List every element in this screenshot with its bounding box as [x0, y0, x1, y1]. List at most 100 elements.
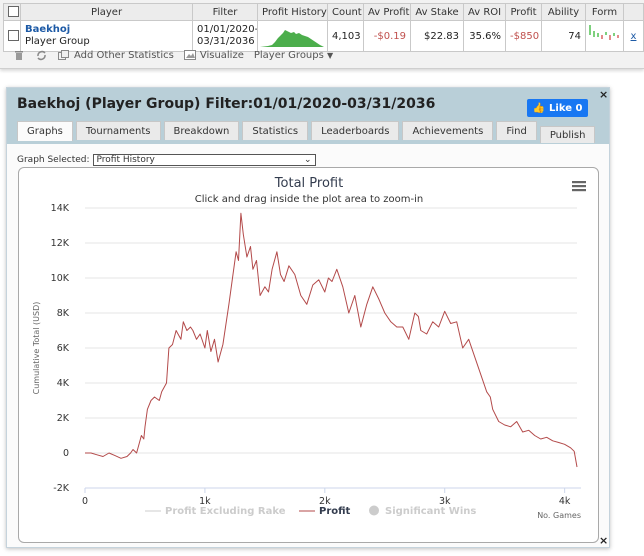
column-header-av-profit[interactable]: Av Profit [363, 3, 411, 21]
refresh-icon[interactable] [36, 50, 47, 61]
player-type: Player Group [25, 36, 90, 47]
y-tick-label: -2K [53, 483, 69, 494]
x-axis-title: No. Games [537, 511, 581, 520]
form-chart[interactable] [586, 21, 624, 48]
y-tick-label: 8K [57, 308, 70, 319]
tab-breakdown[interactable]: Breakdown [163, 121, 240, 140]
panel-header: Baekhoj (Player Group) Filter:01/01/2020… [7, 88, 609, 144]
profit-chart[interactable]: Total Profit Click and drag inside the pl… [19, 168, 600, 544]
profit-history-cell [257, 20, 328, 52]
column-header-count[interactable]: Count [327, 3, 364, 21]
graph-panel: Baekhoj (Player Group) Filter:01/01/2020… [6, 87, 610, 548]
column-header-remove [623, 3, 644, 21]
y-tick-label: 12K [51, 238, 70, 249]
legend-item-profit[interactable]: Profit [319, 506, 351, 517]
legend-symbol-significant-wins[interactable] [369, 505, 379, 516]
x-tick-label: 0 [82, 496, 88, 507]
column-header-profit[interactable]: Profit [505, 3, 542, 21]
form-bar [597, 33, 599, 37]
column-header-player[interactable]: Player [20, 3, 193, 21]
x-tick-label: 1k [199, 496, 211, 507]
add-other-statistics-button[interactable]: Add Other Statistics [74, 50, 174, 61]
graph-select-dropdown[interactable]: Profit History ⌄ [92, 154, 316, 166]
y-tick-label: 6K [57, 343, 70, 354]
av-stake-cell: $22.83 [410, 20, 464, 52]
statistics-table: Player Filter Profit History Count Av Pr… [3, 3, 644, 52]
graph-selected-label: Graph Selected: [17, 155, 90, 165]
graph-selected-value: Profit History [96, 155, 155, 165]
menu-icon-bar[interactable] [572, 185, 586, 188]
trash-icon[interactable] [14, 50, 25, 61]
chart-container[interactable]: Total Profit Click and drag inside the pl… [18, 167, 599, 543]
thumbs-up-icon: 👍 [532, 102, 546, 114]
filter-cell: 01/01/2020- 03/31/2036 [192, 20, 258, 52]
y-tick-label: 4K [57, 378, 70, 389]
column-header-ability[interactable]: Ability [541, 3, 586, 21]
form-bar [593, 31, 595, 37]
row-checkbox[interactable] [8, 30, 19, 42]
profit-cell: -$850 [505, 20, 542, 52]
menu-icon-bar[interactable] [572, 181, 586, 184]
visualize-button[interactable]: Visualize [199, 50, 244, 61]
row-checkbox-cell[interactable] [3, 20, 21, 52]
statistics-panel: Player Filter Profit History Count Av Pr… [0, 0, 644, 69]
stats-toolbar: Add Other Statistics Visualize Player Gr… [14, 50, 343, 61]
player-cell: Baekhoj Player Group [20, 20, 193, 52]
player-groups-dropdown[interactable]: Player Groups ▼ [254, 50, 333, 61]
y-tick-label: 14K [51, 203, 70, 214]
y-tick-label: 10K [51, 273, 70, 284]
select-all-checkbox[interactable] [8, 6, 19, 18]
player-groups-label: Player Groups [253, 50, 324, 61]
menu-icon-bar[interactable] [572, 189, 586, 192]
filter-to: 03/31/2036 [197, 36, 255, 47]
column-header-form[interactable]: Form [585, 3, 624, 21]
av-profit-cell: -$0.19 [363, 20, 411, 52]
close-chart-icon[interactable]: × [599, 534, 609, 547]
legend-item-profit-excluding-rake[interactable]: Profit Excluding Rake [165, 506, 286, 517]
graph-select-row: Graph Selected: Profit History ⌄ [17, 154, 316, 166]
table-header-row: Player Filter Profit History Count Av Pr… [3, 3, 644, 21]
form-bar [613, 33, 615, 36]
form-cell [585, 20, 624, 52]
tab-achievements[interactable]: Achievements [402, 121, 494, 140]
profit-history-sparkline[interactable] [258, 21, 328, 48]
y-axis-title: Cumulative Total (USD) [32, 302, 41, 395]
chevron-down-icon: ▼ [327, 51, 334, 60]
legend-item-significant-wins[interactable]: Significant Wins [385, 506, 476, 517]
player-name-link[interactable]: Baekhoj [25, 24, 71, 35]
remove-row-link[interactable]: x [623, 20, 644, 52]
select-all-checkbox-cell[interactable] [3, 3, 21, 21]
ability-cell: 74 [541, 20, 586, 52]
sparkline-area [260, 30, 324, 47]
tab-graphs[interactable]: Graphs [17, 121, 73, 141]
image-icon[interactable] [183, 50, 196, 61]
form-bar [601, 35, 603, 39]
chart-subtitle: Click and drag inside the plot area to z… [195, 194, 423, 205]
x-tick-label: 3k [439, 496, 451, 507]
x-tick-label: 4k [559, 496, 571, 507]
form-bar [589, 25, 591, 35]
chart-title: Total Profit [274, 176, 343, 191]
column-header-profit-history[interactable]: Profit History [257, 3, 328, 21]
tab-tournaments[interactable]: Tournaments [75, 121, 161, 140]
column-header-av-stake[interactable]: Av Stake [410, 3, 464, 21]
add-statistics-icon[interactable] [58, 50, 69, 61]
tab-leaderboards[interactable]: Leaderboards [311, 121, 400, 140]
count-cell: 4,103 [327, 20, 364, 52]
y-tick-label: 2K [57, 413, 70, 424]
tab-publish[interactable]: Publish [539, 126, 596, 143]
column-header-filter[interactable]: Filter [192, 3, 258, 21]
facebook-like-button[interactable]: 👍 Like 0 [527, 99, 588, 117]
panel-tabs: Graphs Tournaments Breakdown Statistics … [17, 121, 598, 143]
tab-statistics[interactable]: Statistics [242, 121, 309, 140]
x-tick-label: 2k [319, 496, 331, 507]
chevron-down-icon: ⌄ [303, 155, 312, 165]
close-icon[interactable]: × [599, 88, 609, 101]
form-bar [617, 35, 619, 38]
form-bar [609, 35, 611, 40]
tab-find[interactable]: Find [496, 121, 537, 140]
series-line-profit [85, 212, 578, 468]
panel-title: Baekhoj (Player Group) Filter:01/01/2020… [17, 96, 436, 112]
column-header-av-roi[interactable]: Av ROI [463, 3, 506, 21]
like-label: Like 0 [549, 102, 583, 114]
